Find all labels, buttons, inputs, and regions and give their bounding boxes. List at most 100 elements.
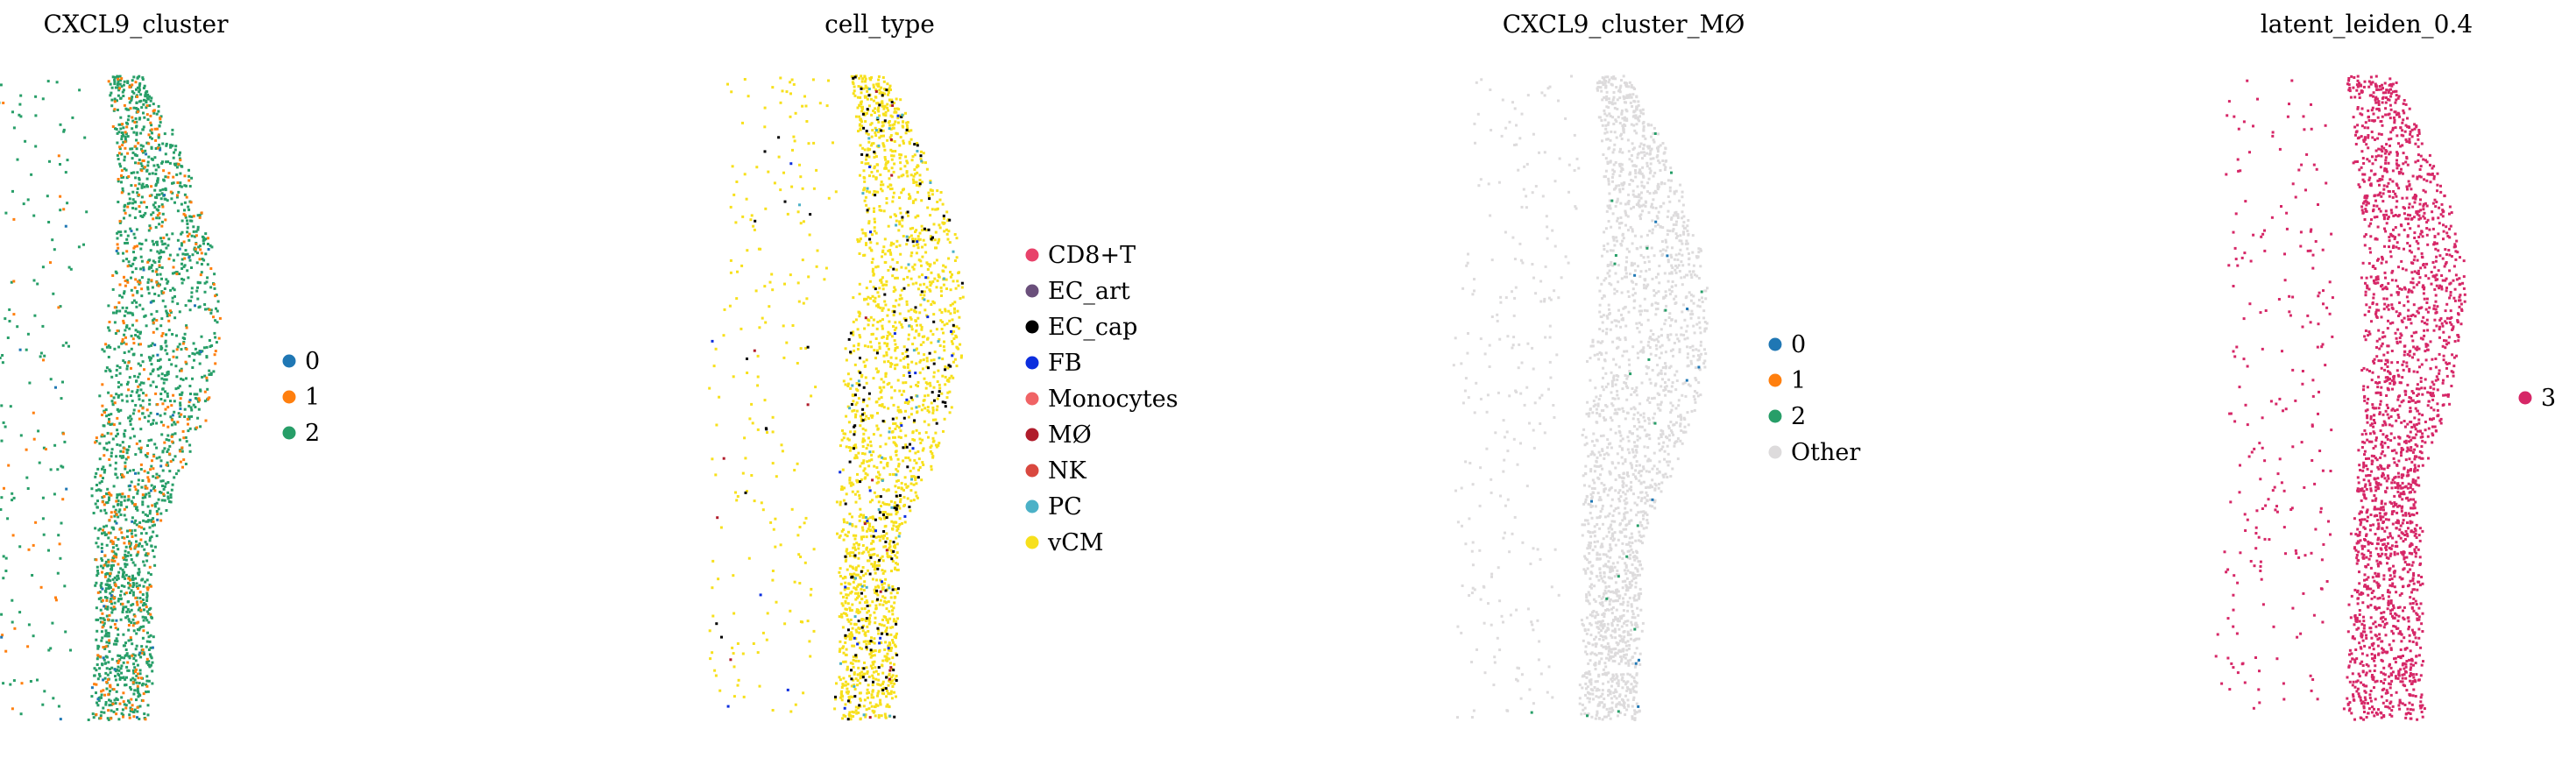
scatter-point [200, 251, 203, 255]
scatter-point [138, 178, 141, 181]
legend-label: 2 [305, 420, 320, 447]
scatter-point [880, 632, 883, 635]
scatter-point [942, 283, 945, 287]
scatter-point [944, 309, 947, 313]
scatter-point [109, 586, 112, 589]
scatter-point [186, 235, 189, 237]
scatter-point [135, 301, 138, 304]
scatter-point [136, 716, 138, 719]
scatter-point [887, 691, 890, 695]
scatter-point [122, 140, 125, 144]
scatter-point [872, 535, 875, 538]
scatter-point [944, 266, 947, 269]
scatter-point [132, 408, 136, 412]
scatter-point [881, 618, 884, 621]
scatter-point [116, 708, 119, 711]
scatter-point [872, 286, 875, 289]
scatter-point [168, 470, 172, 473]
scatter-point [171, 414, 174, 417]
scatter-point [130, 678, 132, 682]
scatter-point [112, 642, 116, 646]
scatter-point [161, 188, 165, 191]
scatter-point [56, 468, 60, 471]
scatter-point [846, 521, 849, 524]
scatter-point [947, 230, 951, 233]
scatter-point [0, 508, 3, 511]
scatter-point [131, 116, 134, 119]
scatter-point [107, 572, 110, 576]
scatter-point [59, 209, 62, 212]
scatter-point [138, 409, 141, 413]
scatter-point [156, 413, 159, 415]
scatter-point [914, 372, 917, 375]
scatter-point [209, 286, 213, 289]
scatter-point [839, 444, 842, 448]
scatter-point [942, 429, 945, 433]
scatter-point [146, 514, 149, 518]
scatter-point [845, 558, 848, 562]
scatter-point [125, 108, 129, 111]
scatter-point [839, 500, 842, 504]
scatter-point [887, 647, 890, 650]
scatter-point [912, 244, 916, 248]
scatter-point [943, 230, 946, 233]
scatter-point [938, 386, 942, 390]
scatter-point [159, 146, 162, 150]
scatter-point [932, 362, 936, 365]
scatter-point [880, 183, 882, 187]
scatter-point [135, 131, 138, 135]
scatter-point [1618, 499, 1622, 503]
scatter-point [157, 136, 160, 139]
scatter-point [761, 631, 765, 634]
scatter-point [730, 90, 733, 94]
scatter-point [125, 250, 129, 253]
scatter-point [180, 446, 184, 450]
scatter-point [138, 447, 141, 450]
scatter-point [135, 632, 138, 635]
scatter-point [96, 536, 100, 540]
scatter-point [886, 555, 889, 558]
scatter-point [861, 407, 865, 411]
scatter-point [756, 375, 760, 379]
scatter-point [195, 289, 199, 293]
scatter-point [133, 286, 137, 289]
scatter-point [166, 491, 170, 494]
scatter-point [851, 384, 854, 387]
scatter-point [116, 309, 118, 313]
scatter-point [879, 461, 882, 464]
scatter-point [193, 393, 196, 396]
scatter-point [109, 531, 112, 535]
scatter-point [881, 671, 885, 675]
scatter-point [1, 634, 4, 637]
scatter-point [165, 142, 168, 145]
scatter-point [117, 669, 121, 672]
scatter-point [884, 577, 888, 581]
scatter-point [205, 376, 209, 379]
scatter-point [176, 209, 180, 213]
scatter-point [781, 450, 784, 453]
scatter-point [895, 494, 898, 498]
scatter-point [100, 693, 103, 697]
scatter-point [180, 367, 183, 371]
scatter-point [186, 269, 189, 273]
scatter-point [131, 642, 134, 646]
scatter-point [917, 275, 921, 279]
scatter-point [135, 582, 138, 585]
scatter-point [124, 704, 128, 707]
scatter-point [852, 483, 855, 486]
scatter-point [859, 336, 862, 339]
scatter-point [867, 137, 871, 140]
scatter-point [116, 496, 119, 499]
scatter-point [130, 532, 133, 535]
scatter-point [901, 113, 904, 117]
scatter-point [135, 523, 138, 527]
scatter-point [115, 637, 118, 641]
scatter-point [893, 102, 895, 104]
scatter-point [892, 126, 895, 130]
scatter-point [756, 354, 760, 358]
scatter-point [851, 695, 854, 698]
scatter-point [110, 448, 114, 451]
scatter-point [856, 642, 860, 646]
scatter-point [173, 271, 177, 274]
